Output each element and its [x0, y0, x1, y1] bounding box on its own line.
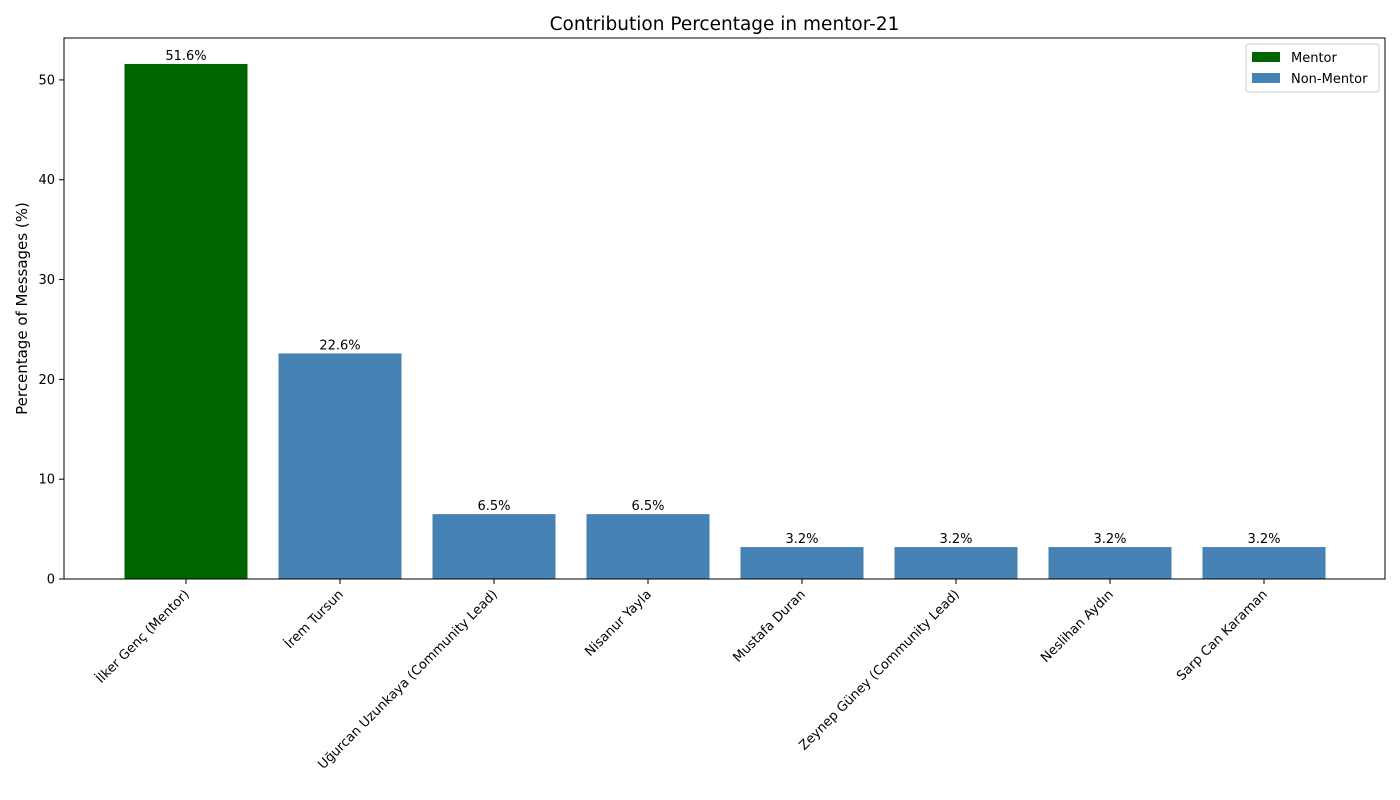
y-tick-label: 30 [38, 273, 55, 288]
x-tick-label: İlker Genç (Mentor) [93, 587, 193, 687]
bar [894, 547, 1018, 579]
x-tick-label: Zeynep Güney (Community Lead) [796, 587, 962, 753]
y-tick-label: 20 [38, 373, 55, 388]
bars-layer [124, 63, 1326, 580]
bar-value-label: 3.2% [1247, 532, 1280, 547]
value-labels-layer: 51.6% 22.6% 6.5% 6.5% 3.2% 3.2% 3.2% 3.2% [165, 49, 1280, 547]
y-tick-label: 50 [38, 73, 55, 88]
x-tick-label: Mustafa Duran [730, 587, 808, 665]
bar-value-label: 51.6% [165, 49, 206, 64]
legend: Mentor Non-Mentor [1245, 43, 1380, 93]
y-tick-label: 10 [38, 473, 55, 488]
y-axis-label: Percentage of Messages (%) [13, 202, 31, 415]
legend-swatch-non-mentor [1252, 73, 1280, 83]
bar-value-label: 3.2% [939, 532, 972, 547]
bar [124, 63, 248, 580]
x-tick-label: İrem Tursun [281, 587, 346, 652]
bar-value-label: 6.5% [477, 499, 510, 514]
bar-value-label: 3.2% [785, 532, 818, 547]
legend-label-non-mentor: Non-Mentor [1291, 72, 1368, 87]
x-tick-label: Nisanur Yayla [582, 587, 654, 659]
chart-title: Contribution Percentage in mentor-21 [550, 14, 900, 35]
bar-value-label: 22.6% [319, 338, 360, 353]
legend-swatch-mentor [1252, 52, 1280, 62]
bar [740, 547, 864, 579]
bar [586, 514, 710, 579]
legend-label-mentor: Mentor [1291, 51, 1338, 66]
bar-value-label: 6.5% [631, 499, 664, 514]
plot-area-frame [63, 37, 1386, 580]
bar [1048, 547, 1172, 579]
bar-value-label: 3.2% [1093, 532, 1126, 547]
bar [432, 514, 556, 579]
y-tick-label: 0 [47, 573, 55, 588]
x-tick-label: Uğurcan Uzunkaya (Community Lead) [315, 587, 500, 772]
y-ticks-layer: 0 10 20 30 40 50 [38, 73, 64, 588]
bar [1202, 547, 1326, 579]
y-tick-label: 40 [38, 173, 55, 188]
x-tick-label: Neslihan Aydın [1038, 587, 1117, 666]
bar [278, 353, 402, 579]
x-tick-label: Sarp Can Karaman [1174, 587, 1271, 684]
